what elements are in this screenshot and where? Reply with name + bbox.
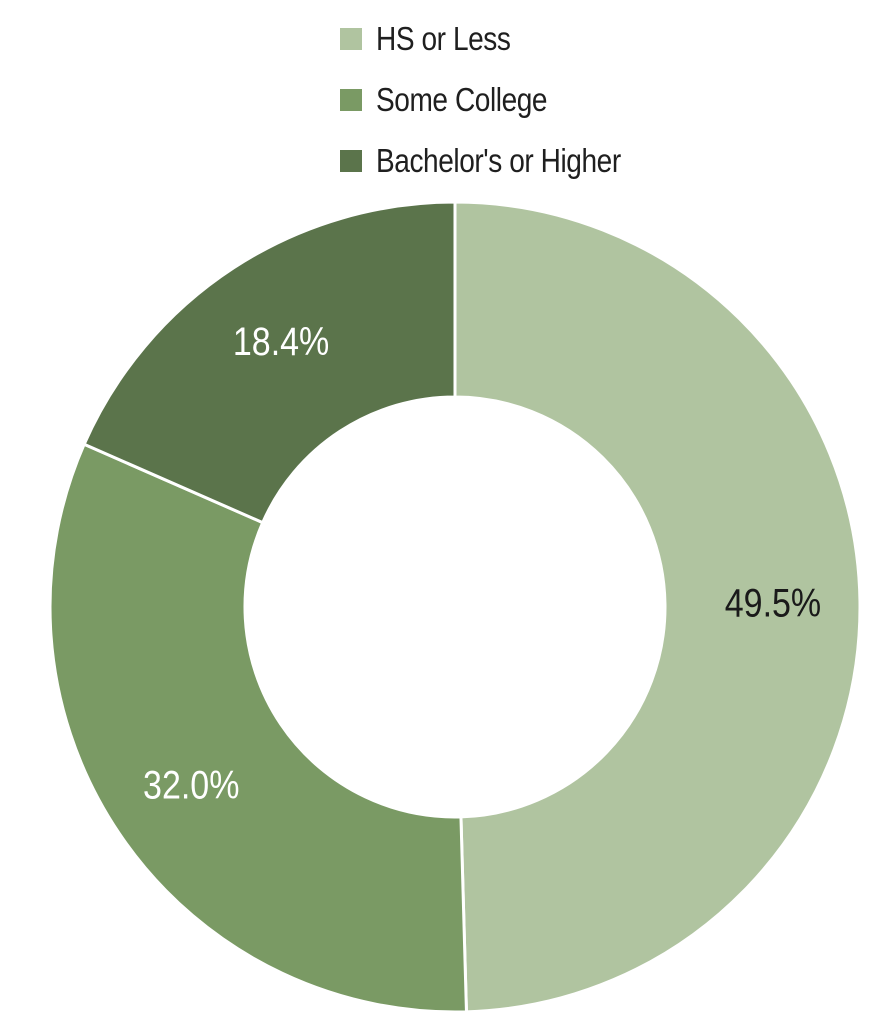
legend-item-bachelors-or-higher: Bachelor's or Higher [340, 130, 664, 191]
data-label-bachelor-s-or-higher: 18.4% [233, 318, 329, 363]
data-label-some-college: 32.0% [143, 762, 239, 807]
slice-hs-or-less [453, 200, 862, 1014]
slice-bachelor-s-or-higher [82, 200, 457, 525]
legend-label-bachelors-or-higher: Bachelor's or Higher [376, 141, 621, 179]
slice-some-college [48, 442, 469, 1014]
legend-item-some-college: Some College [340, 69, 664, 130]
legend-label-hs-or-less: HS or Less [376, 19, 511, 57]
data-label-hs-or-less: 49.5% [725, 580, 821, 625]
legend-item-hs-or-less: HS or Less [340, 8, 664, 69]
legend-swatch-hs-or-less [340, 27, 362, 50]
legend-swatch-some-college [340, 88, 362, 111]
legend-swatch-bachelors-or-higher [340, 149, 362, 172]
legend: HS or Less Some College Bachelor's or Hi… [340, 8, 664, 191]
legend-label-some-college: Some College [376, 80, 548, 118]
